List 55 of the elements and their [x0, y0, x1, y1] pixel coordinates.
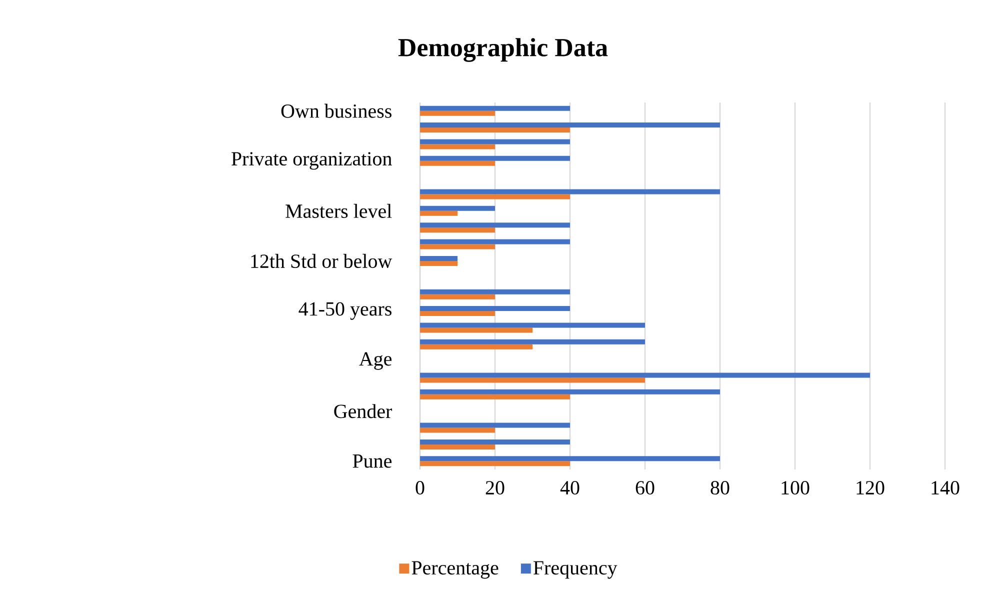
bar [420, 256, 458, 261]
y-tick-label: Private organization [232, 152, 392, 170]
bar [420, 210, 458, 216]
x-tick-label: 120 [856, 481, 884, 495]
y-tick-label: 41-50 years [298, 302, 392, 320]
bar [420, 139, 570, 144]
x-tick-label: 100 [782, 481, 810, 495]
x-tick-label: 60 [636, 481, 654, 495]
bar [420, 322, 646, 328]
y-tick-label: Pune [352, 454, 392, 468]
bar [420, 328, 533, 333]
y-tick-label: Gender [334, 404, 392, 418]
bar [420, 239, 570, 244]
bar [420, 378, 646, 383]
bar [420, 339, 646, 344]
bar [420, 289, 570, 294]
y-tick-label: Own business [281, 104, 392, 118]
bar [420, 311, 496, 316]
bar [420, 456, 720, 462]
bar [420, 244, 496, 250]
bar [420, 294, 496, 300]
x-tick-label: 0 [416, 481, 424, 495]
bar [420, 422, 570, 428]
bar [420, 439, 570, 444]
x-tick-label: 20 [486, 481, 504, 495]
bar [420, 156, 570, 161]
bar [420, 344, 533, 350]
legend-label: Percentage [412, 561, 498, 579]
x-tick-label: 80 [710, 481, 730, 495]
bar [420, 189, 720, 194]
bar [420, 144, 496, 150]
bar [420, 206, 496, 211]
x-tick-label: 140 [932, 481, 960, 495]
bar [420, 461, 570, 466]
bar [420, 394, 570, 400]
bar [420, 222, 570, 228]
chart-title: Demographic Data [398, 38, 608, 62]
bar [420, 444, 496, 450]
x-tick-label: 40 [560, 481, 580, 495]
bar [420, 110, 496, 116]
bar [420, 128, 570, 133]
y-tick-label: 12th Std or below [251, 254, 392, 268]
bar [420, 228, 496, 233]
bar [420, 106, 570, 111]
bar [420, 428, 496, 433]
bar [420, 122, 720, 128]
bar [420, 260, 458, 266]
bar [420, 194, 570, 200]
legend-label: Frequency [533, 561, 618, 579]
bar [420, 389, 720, 394]
bar [420, 306, 570, 312]
y-tick-label: Masters level [286, 204, 392, 218]
bar [420, 372, 870, 378]
y-tick-label: Age [359, 352, 392, 370]
bar [420, 160, 496, 166]
